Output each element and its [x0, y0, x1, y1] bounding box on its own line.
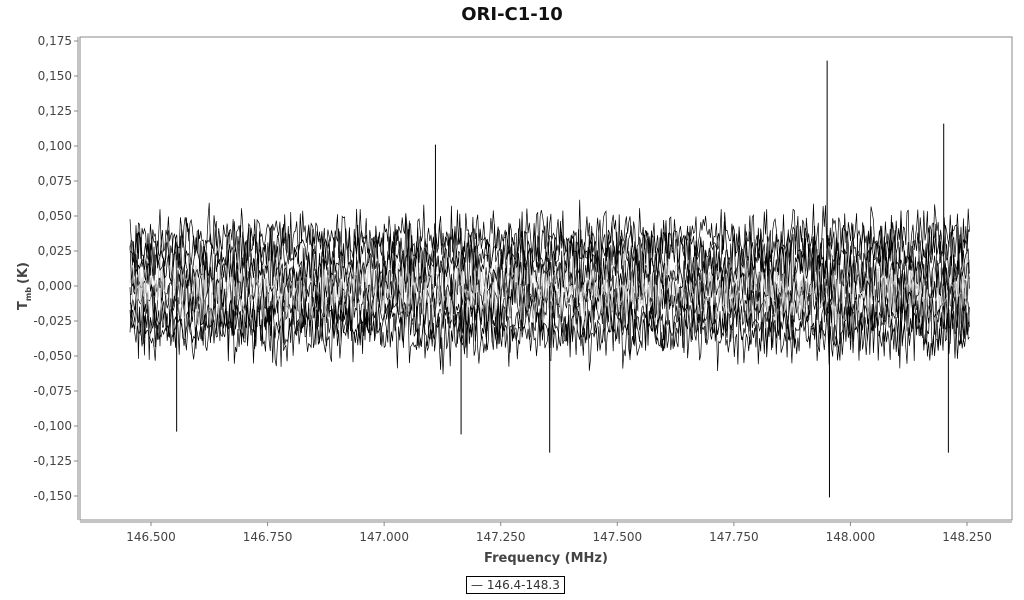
- y-tick-label: 0,025: [38, 244, 72, 258]
- legend-line-icon: —: [471, 578, 487, 592]
- y-tick-label: 0,125: [38, 104, 72, 118]
- x-axis-label: Frequency (MHz): [484, 551, 608, 566]
- chart-title: ORI-C1-10: [461, 4, 563, 25]
- series-traces: [129, 60, 970, 498]
- x-tick-label: 147.750: [709, 530, 759, 544]
- x-tick-label: 147.500: [592, 530, 642, 544]
- y-tick-label: 0,100: [38, 139, 72, 153]
- x-tick-label: 146.750: [243, 530, 293, 544]
- y-tick-label: -0,150: [33, 489, 72, 503]
- legend-label: 146.4-148.3: [486, 578, 560, 592]
- y-tick-label: -0,050: [33, 349, 72, 363]
- y-tick-label: -0,025: [33, 314, 72, 328]
- x-tick-label: 148.250: [942, 530, 992, 544]
- y-tick-label: 0,175: [38, 34, 72, 48]
- y-tick-label: 0,075: [38, 174, 72, 188]
- y-tick-label: 0,150: [38, 69, 72, 83]
- x-tick-label: 146.500: [126, 530, 176, 544]
- plot-area: [79, 36, 1013, 521]
- series-trace: [129, 229, 970, 305]
- y-tick-label: -0,100: [33, 419, 72, 433]
- series-trace: [129, 212, 970, 283]
- y-tick-label: 0,000: [38, 279, 72, 293]
- y-tick-label: -0,125: [33, 454, 72, 468]
- y-tick-label: 0,050: [38, 209, 72, 223]
- y-tick-label: -0,075: [33, 384, 72, 398]
- x-tick-label: 147.250: [476, 530, 526, 544]
- y-axis-label: Tmb(K): [16, 262, 33, 310]
- x-tick-label: 148.000: [826, 530, 876, 544]
- series-trace: [129, 199, 970, 275]
- x-tick-label: 147.000: [359, 530, 409, 544]
- legend[interactable]: — 146.4-148.3: [466, 576, 565, 594]
